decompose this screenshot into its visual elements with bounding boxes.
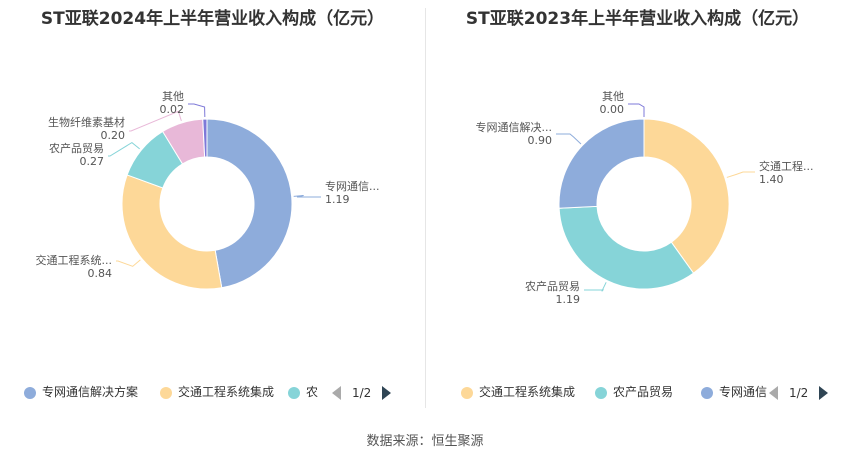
leader-line: [628, 103, 645, 117]
legend-dot: [288, 387, 300, 399]
legend-dot: [24, 387, 36, 399]
legend-next-page-icon[interactable]: [382, 386, 391, 400]
panel-divider: [425, 8, 426, 408]
slice-label: 农产品贸易: [49, 141, 104, 155]
legend-page-number: 1/2: [789, 386, 809, 400]
legend-label: 农: [306, 385, 319, 399]
slice-label: 其他: [602, 90, 624, 103]
slice-label: 专网通信解决...: [476, 120, 553, 134]
chart-title: ST亚联2024年上半年营业收入构成（亿元）: [40, 9, 385, 29]
slice-value-label: 1.40: [759, 173, 784, 186]
pie-slice[interactable]: [558, 205, 695, 290]
slice-label: 生物纤维素基材: [48, 115, 125, 129]
slice-value-label: 1.19: [325, 193, 350, 206]
legend-dot: [461, 387, 473, 399]
legend-label: 交通工程系统集成: [178, 385, 275, 399]
leader-line: [188, 103, 206, 118]
slice-value-label: 0.20: [101, 129, 126, 142]
legend-label: 农产品贸易: [613, 385, 674, 399]
slice-value-label: 0.00: [600, 103, 625, 116]
leader-line: [129, 110, 182, 132]
leader-line: [556, 133, 582, 145]
legend-prev-page-icon[interactable]: [332, 386, 341, 400]
data-source-note: 数据来源：恒生聚源: [366, 434, 484, 449]
leader-line: [116, 259, 141, 267]
legend-page-number: 1/2: [352, 386, 372, 400]
pie-slice[interactable]: [202, 118, 208, 158]
legend-label: 专网通信解决方案: [42, 385, 139, 399]
legend: 交通工程系统集成 农产品贸易 专网通信: [461, 383, 767, 403]
legend-dot: [595, 387, 607, 399]
slice-label: 农产品贸易: [525, 279, 580, 293]
chart-title: ST亚联2023年上半年营业收入构成（亿元）: [465, 9, 810, 29]
pie-slice[interactable]: [558, 118, 645, 209]
legend-prev-page-icon[interactable]: [769, 386, 778, 400]
legend-next-page-icon[interactable]: [819, 386, 828, 400]
slice-label: 交通工程...: [759, 159, 814, 173]
leader-line: [726, 171, 755, 178]
legend-dot: [160, 387, 172, 399]
slice-value-label: 0.27: [80, 155, 105, 168]
legend-dot: [701, 387, 713, 399]
slice-value-label: 1.19: [556, 293, 581, 306]
chart-panel-2023: ST亚联2023年上半年营业收入构成（亿元） 交通工程... 1.40 农产品贸易 1…: [425, 0, 850, 420]
legend: 专网通信解决方案 交通工程系统集成 农: [24, 383, 324, 403]
slice-label: 交通工程系统...: [36, 253, 113, 267]
legend-label: 专网通信: [719, 385, 768, 399]
legend-label: 交通工程系统集成: [479, 385, 576, 399]
leader-line: [293, 195, 321, 198]
slice-value-label: 0.02: [160, 103, 185, 116]
pie-slice[interactable]: [643, 118, 730, 274]
leader-line: [108, 141, 140, 157]
slice-value-label: 0.90: [528, 134, 553, 147]
slice-label: 其他: [162, 90, 184, 103]
pie-slice[interactable]: [121, 174, 223, 290]
slice-value-label: 0.84: [88, 267, 113, 280]
chart-panel-2024: ST亚联2024年上半年营业收入构成（亿元） 专网通信... 1.19 交通工程系统…: [0, 0, 425, 420]
slice-label: 专网通信...: [325, 179, 380, 193]
pie-slice[interactable]: [206, 118, 293, 289]
leader-line: [584, 282, 607, 292]
